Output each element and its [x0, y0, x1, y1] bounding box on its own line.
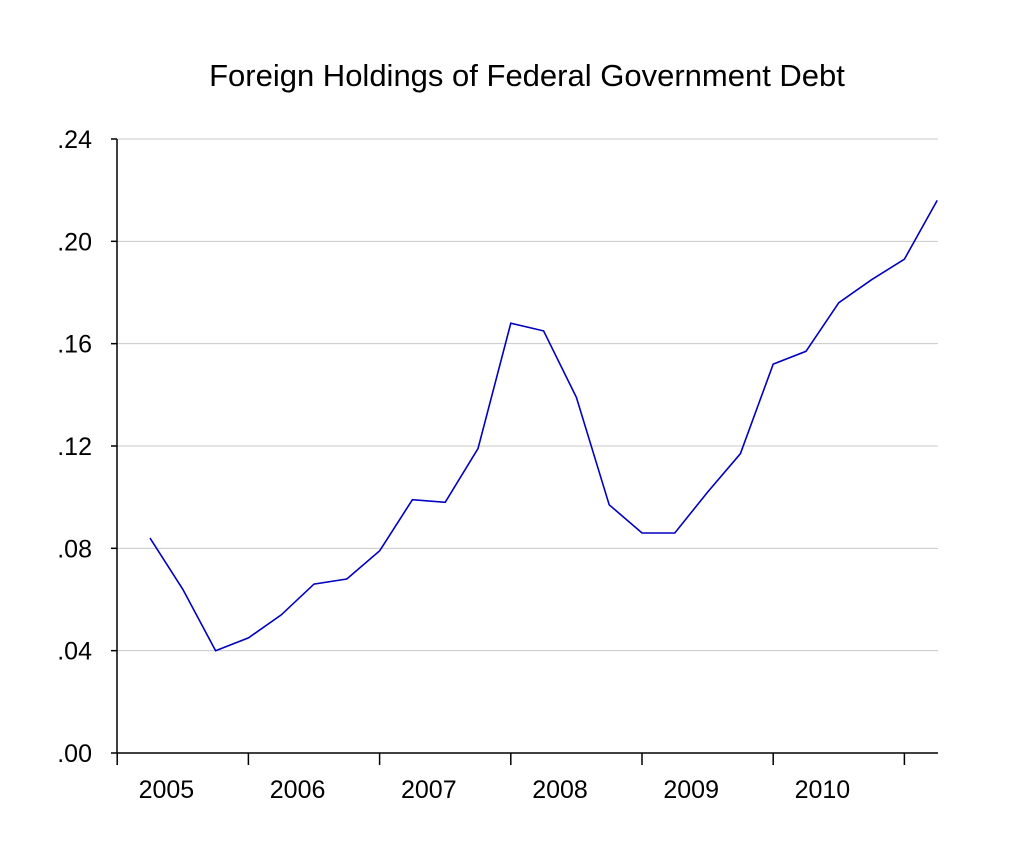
x-tick-label: 2008: [532, 776, 588, 804]
series-layer: [150, 200, 937, 651]
y-tick-label: .00: [57, 740, 92, 768]
y-tick-label: .20: [57, 228, 92, 256]
chart-title: Foreign Holdings of Federal Government D…: [209, 58, 845, 93]
y-tick-label: .24: [57, 126, 92, 154]
series-line: [150, 200, 937, 650]
y-tick-label: .04: [57, 638, 92, 666]
x-tick-label: 2007: [401, 776, 457, 804]
x-tick-label: 2005: [139, 776, 195, 804]
y-tick-label: .08: [57, 535, 92, 563]
x-axis-ticks: 2005 2006 2007 2008 2009 2010: [117, 753, 904, 804]
x-tick-label: 2009: [663, 776, 719, 804]
x-tick-label: 2006: [270, 776, 326, 804]
x-tick-label: 2010: [795, 776, 851, 804]
y-axis-ticks: .00 .04 .08 .12 .16 .20 .24: [57, 126, 117, 768]
y-tick-label: .16: [57, 331, 92, 359]
y-tick-label: .12: [57, 433, 92, 461]
gridlines: [117, 139, 938, 651]
